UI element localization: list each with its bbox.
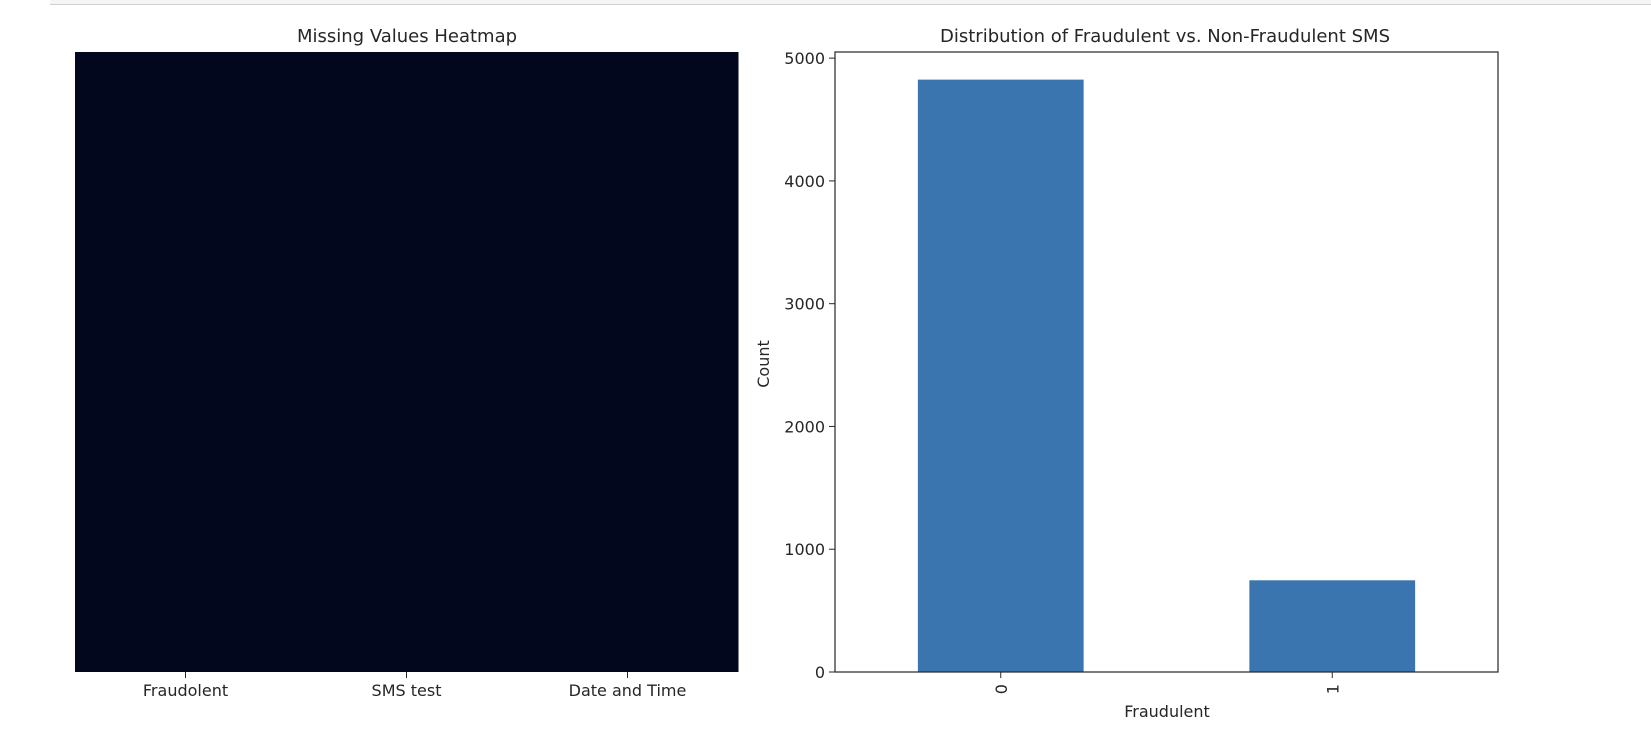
bar-x-tick-label: 1: [1323, 684, 1342, 694]
heatmap-column-cell: [296, 52, 518, 672]
bar-y-tick-label: 1000: [784, 540, 825, 559]
bar-y-tick-label: 0: [815, 663, 825, 682]
bar-chart-bars: [917, 79, 1416, 672]
bar-chart-y-ticks: 0 1000 2000 3000 4000 5000: [784, 49, 835, 682]
heatmap-x-tick-label: Fraudolent: [143, 681, 228, 700]
heatmap-column-cell: [75, 52, 297, 672]
bar-0: [917, 79, 1084, 672]
bar-y-tick-label: 3000: [784, 295, 825, 314]
bar-y-tick-label: 5000: [784, 49, 825, 68]
bar-x-tick-label: 0: [992, 684, 1011, 694]
heatmap-x-tick-label: Date and Time: [569, 681, 687, 700]
heatmap-cells: [75, 52, 739, 672]
heatmap-x-ticks: Fraudolent SMS test Date and Time: [143, 672, 686, 700]
bar-y-tick-label: 2000: [784, 417, 825, 436]
output-cell-top-border: [50, 0, 1651, 5]
bar-chart-title: Distribution of Fraudulent vs. Non-Fraud…: [940, 26, 1390, 47]
bar-chart-axes-frame: [834, 51, 1499, 673]
bar-chart-panel: Distribution of Fraudulent vs. Non-Fraud…: [754, 26, 1499, 721]
bar-chart-y-axis-label: Count: [754, 340, 773, 388]
bar-y-tick-label: 4000: [784, 172, 825, 191]
heatmap-x-tick-label: SMS test: [372, 681, 442, 700]
heatmap-title: Missing Values Heatmap: [297, 26, 517, 47]
heatmap-column-cell: [517, 52, 739, 672]
bar-1: [1249, 580, 1416, 672]
bar-chart-x-axis-label: Fraudulent: [1124, 702, 1210, 721]
heatmap-panel: Missing Values Heatmap Fraudolent SMS tes…: [75, 26, 739, 700]
